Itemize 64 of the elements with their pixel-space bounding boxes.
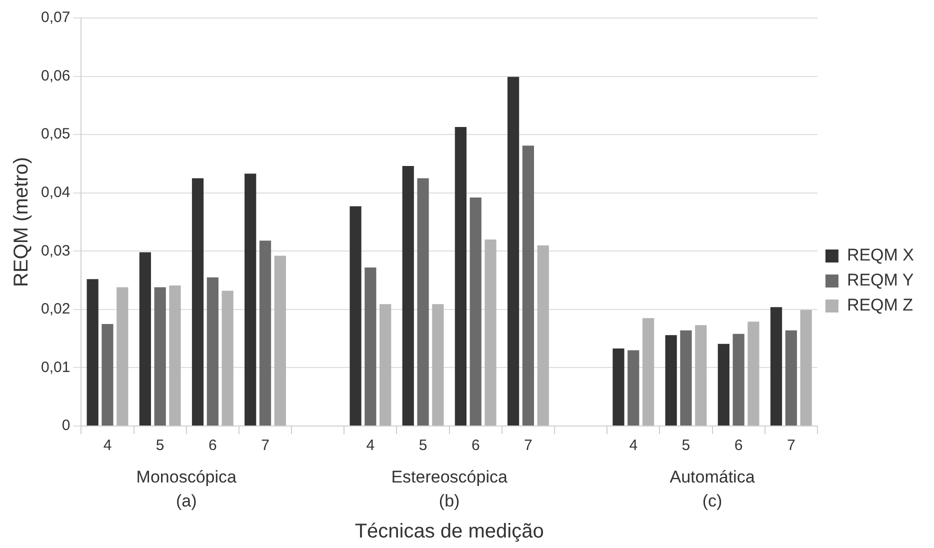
bar xyxy=(274,256,286,426)
bar xyxy=(86,279,98,426)
x-tick-label: 6 xyxy=(471,437,480,454)
x-tick-label: 5 xyxy=(418,437,428,454)
y-tick-label: 0,04 xyxy=(40,184,70,201)
bar xyxy=(192,178,204,426)
text: Automática (c) xyxy=(670,468,756,511)
bar xyxy=(800,310,812,426)
bar xyxy=(628,350,640,426)
x-axis-title: Técnicas de medição xyxy=(354,520,544,543)
bar xyxy=(718,344,730,426)
x-tick-label: 7 xyxy=(261,437,270,454)
y-tick-label: 0,03 xyxy=(40,242,70,260)
bar xyxy=(380,304,392,426)
y-tick-label: 0,05 xyxy=(40,126,70,143)
bar xyxy=(680,330,692,426)
x-tick-label: 7 xyxy=(524,437,532,454)
y-tick-label: 0,06 xyxy=(40,67,70,84)
bar xyxy=(748,322,760,426)
bar xyxy=(785,330,797,426)
bar xyxy=(642,318,654,426)
x-tick-label: 4 xyxy=(366,437,375,454)
bar xyxy=(470,198,482,426)
bar xyxy=(454,126,467,426)
bar xyxy=(259,240,272,426)
x-tick-label: 6 xyxy=(734,437,743,454)
bar xyxy=(154,287,166,426)
bar xyxy=(402,166,414,426)
text: Monoscópica (a) xyxy=(136,468,237,511)
x-tick-label: 7 xyxy=(786,437,796,454)
bar xyxy=(116,287,128,426)
bar xyxy=(222,290,234,426)
bar xyxy=(432,304,444,426)
bar xyxy=(612,348,624,426)
x-tick-label: 4 xyxy=(103,437,112,454)
bar xyxy=(537,245,549,426)
bar xyxy=(206,277,218,426)
y-tick-label: 0,07 xyxy=(40,9,70,26)
y-tick-label: 0,01 xyxy=(40,358,70,376)
text: Estereoscópica (b) xyxy=(391,468,508,511)
bar xyxy=(350,206,362,426)
y-axis-title: REQM (metro) xyxy=(10,157,33,287)
legend-label: REQM Z xyxy=(846,296,914,315)
bar xyxy=(102,324,114,426)
y-tick-label: 0 xyxy=(62,417,70,434)
bar xyxy=(522,146,534,426)
bar xyxy=(417,178,429,426)
bar xyxy=(139,252,151,426)
bar xyxy=(244,174,256,426)
y-tick-label: 0,02 xyxy=(40,300,70,318)
bar xyxy=(364,267,376,426)
legend-label: REQM Y xyxy=(846,270,914,290)
bar xyxy=(770,307,782,426)
bar xyxy=(169,286,181,426)
bar xyxy=(507,76,520,426)
bar xyxy=(732,334,744,426)
x-tick-label: 5 xyxy=(682,437,690,454)
legend-label: REQM X xyxy=(846,246,914,265)
x-tick-label: 6 xyxy=(208,437,217,454)
bar xyxy=(665,335,677,426)
x-tick-label: 4 xyxy=(629,437,638,454)
bar xyxy=(695,325,707,426)
x-tick-label: 5 xyxy=(156,437,164,454)
bar xyxy=(484,239,496,426)
